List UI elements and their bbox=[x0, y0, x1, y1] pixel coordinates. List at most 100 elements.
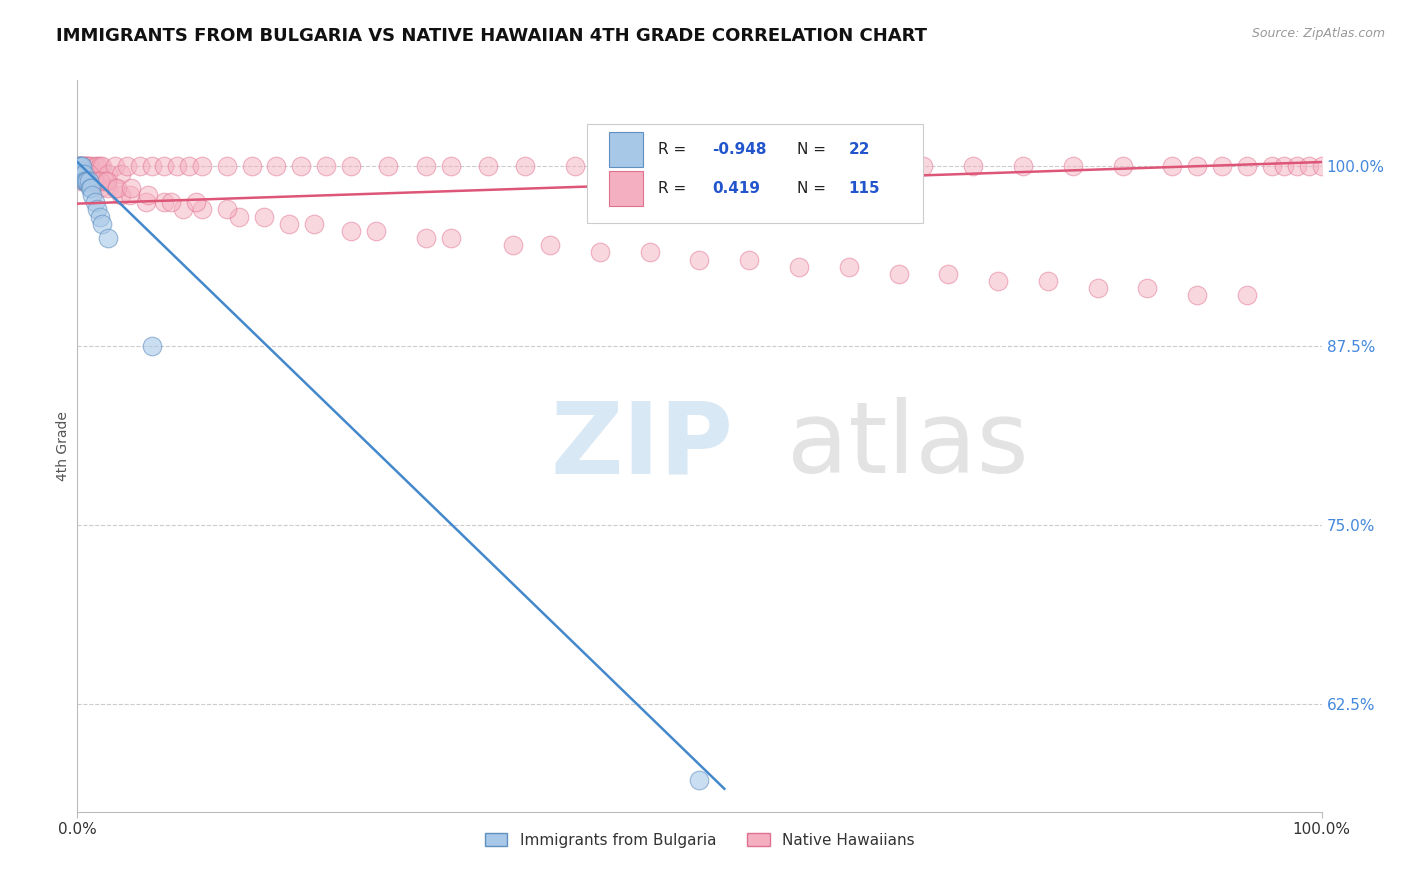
Point bbox=[1261, 159, 1284, 173]
Point bbox=[1185, 159, 1208, 173]
Point bbox=[166, 159, 188, 173]
Point bbox=[228, 210, 250, 224]
Point bbox=[93, 174, 115, 188]
Point bbox=[1111, 159, 1133, 173]
Point bbox=[141, 159, 163, 173]
Point bbox=[689, 252, 711, 267]
Point bbox=[936, 267, 959, 281]
Point bbox=[1285, 159, 1308, 173]
Point bbox=[83, 195, 105, 210]
Point bbox=[1136, 281, 1159, 295]
Point bbox=[75, 174, 97, 188]
Point bbox=[191, 159, 214, 173]
Point bbox=[838, 260, 860, 274]
Point bbox=[72, 174, 94, 188]
Point bbox=[415, 159, 437, 173]
Point bbox=[79, 181, 101, 195]
Point bbox=[1012, 159, 1035, 173]
Point bbox=[70, 159, 93, 173]
Point bbox=[253, 210, 276, 224]
Point bbox=[79, 159, 101, 173]
Text: R =: R = bbox=[658, 181, 692, 196]
Point bbox=[82, 174, 104, 188]
Point bbox=[240, 159, 263, 173]
Point bbox=[302, 217, 325, 231]
Point bbox=[1087, 281, 1109, 295]
Point bbox=[73, 174, 96, 188]
Point bbox=[415, 231, 437, 245]
Point bbox=[135, 195, 157, 210]
Point bbox=[97, 231, 120, 245]
FancyBboxPatch shape bbox=[609, 132, 644, 168]
Point bbox=[69, 159, 91, 173]
Point bbox=[179, 159, 201, 173]
Point bbox=[97, 181, 120, 195]
Point bbox=[1161, 159, 1184, 173]
Text: 0.419: 0.419 bbox=[711, 181, 759, 196]
Point bbox=[277, 217, 299, 231]
Point bbox=[72, 159, 94, 173]
Point bbox=[89, 210, 111, 224]
Point bbox=[77, 159, 100, 173]
Text: 22: 22 bbox=[849, 142, 870, 157]
Point bbox=[377, 159, 399, 173]
Point bbox=[89, 174, 111, 188]
Point bbox=[215, 202, 238, 217]
Point bbox=[75, 174, 97, 188]
Point bbox=[115, 159, 138, 173]
Point bbox=[67, 167, 90, 181]
Point bbox=[70, 174, 93, 188]
Point bbox=[290, 159, 312, 173]
Point bbox=[72, 159, 94, 173]
Point bbox=[153, 159, 176, 173]
Point bbox=[887, 267, 910, 281]
Point bbox=[1062, 159, 1084, 173]
Point bbox=[315, 159, 337, 173]
FancyBboxPatch shape bbox=[609, 171, 644, 206]
Point bbox=[76, 174, 98, 188]
Point bbox=[76, 159, 98, 173]
Point bbox=[439, 231, 461, 245]
Point bbox=[97, 167, 120, 181]
Point bbox=[72, 174, 94, 188]
Point bbox=[912, 159, 935, 173]
Y-axis label: 4th Grade: 4th Grade bbox=[56, 411, 70, 481]
FancyBboxPatch shape bbox=[588, 124, 924, 223]
Point bbox=[515, 159, 537, 173]
Point bbox=[84, 174, 107, 188]
Point bbox=[89, 181, 111, 195]
Point bbox=[70, 167, 93, 181]
Point bbox=[110, 167, 132, 181]
Text: 115: 115 bbox=[849, 181, 880, 196]
Point bbox=[1185, 288, 1208, 302]
Point bbox=[136, 188, 159, 202]
Point bbox=[83, 159, 105, 173]
Point bbox=[120, 181, 142, 195]
Point bbox=[613, 159, 636, 173]
Point bbox=[589, 245, 612, 260]
Point bbox=[787, 260, 810, 274]
Point bbox=[86, 159, 108, 173]
Point bbox=[72, 167, 94, 181]
Text: Source: ZipAtlas.com: Source: ZipAtlas.com bbox=[1251, 27, 1385, 40]
Point bbox=[638, 245, 661, 260]
Point bbox=[159, 195, 181, 210]
Point bbox=[813, 159, 835, 173]
Point bbox=[215, 159, 238, 173]
Point bbox=[191, 202, 214, 217]
Legend: Immigrants from Bulgaria, Native Hawaiians: Immigrants from Bulgaria, Native Hawaiia… bbox=[477, 825, 922, 855]
Point bbox=[96, 174, 118, 188]
Point bbox=[76, 174, 98, 188]
Point bbox=[564, 159, 586, 173]
Point bbox=[862, 159, 884, 173]
Text: N =: N = bbox=[797, 142, 831, 157]
Point bbox=[128, 159, 150, 173]
Point bbox=[664, 159, 686, 173]
Point bbox=[110, 188, 132, 202]
Point bbox=[1211, 159, 1233, 173]
Text: R =: R = bbox=[658, 142, 692, 157]
Point bbox=[172, 202, 194, 217]
Point bbox=[67, 159, 90, 173]
Point bbox=[364, 224, 387, 238]
Text: atlas: atlas bbox=[786, 398, 1028, 494]
